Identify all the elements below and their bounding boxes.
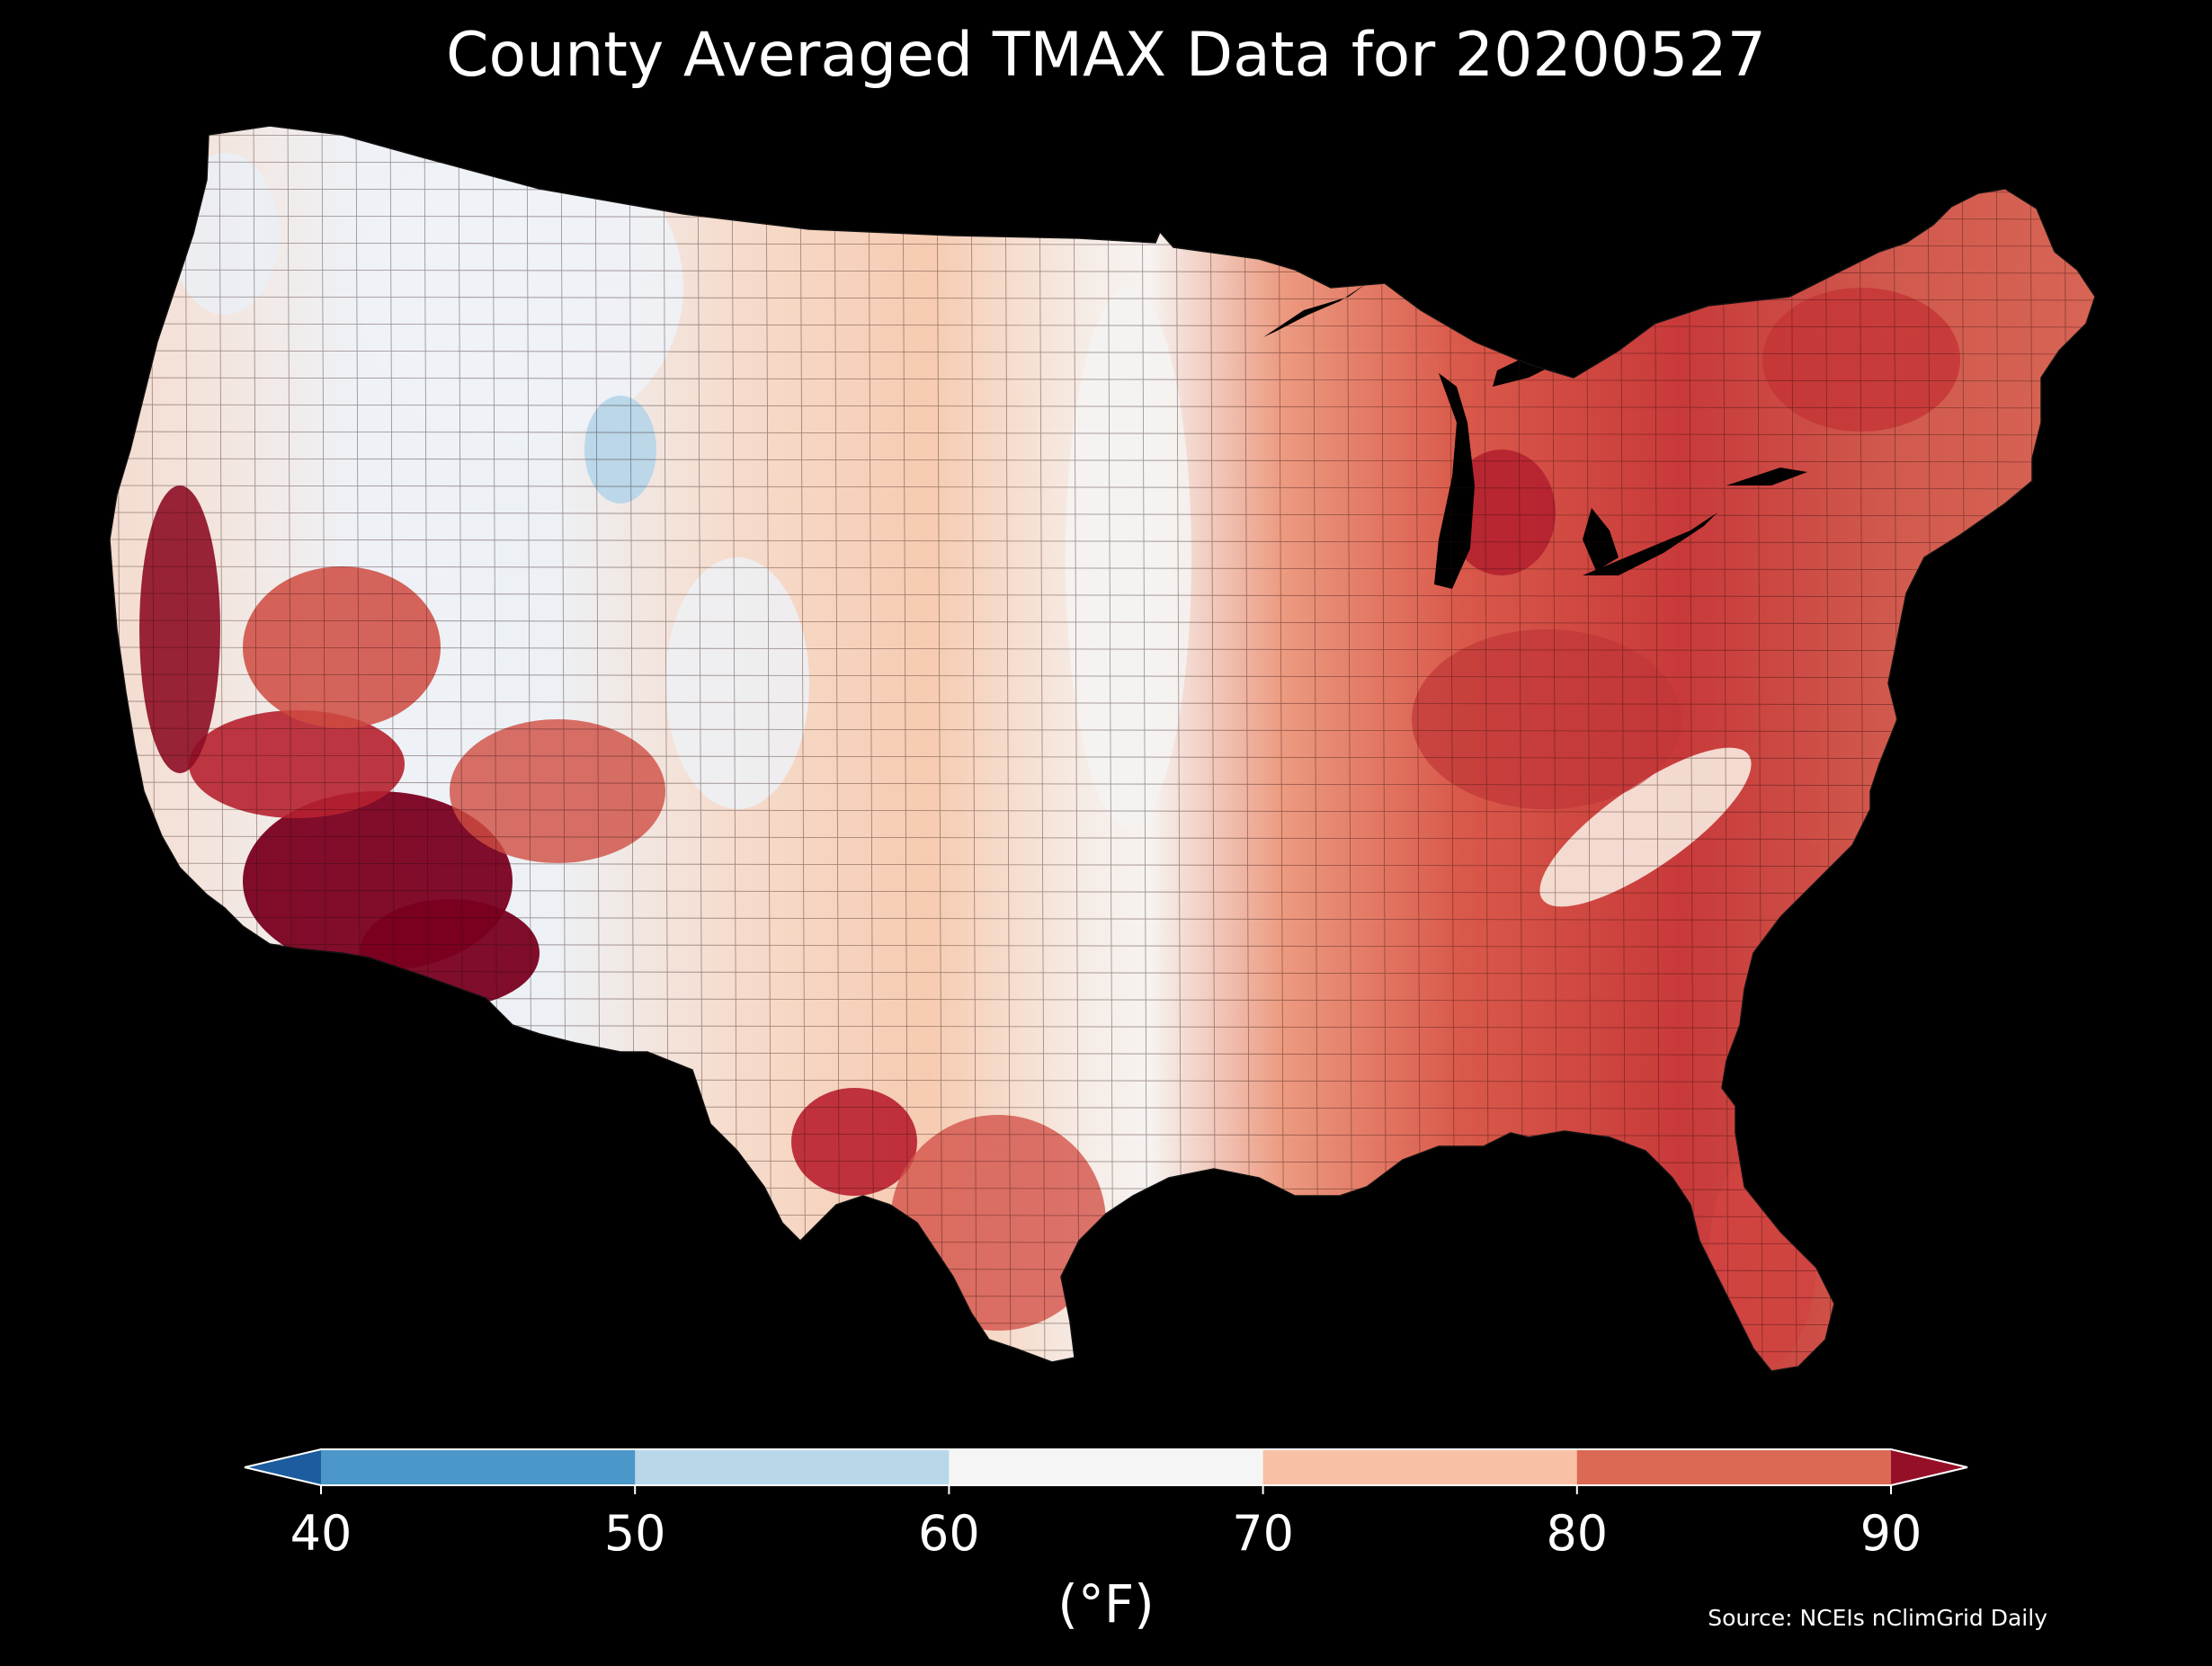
colorbar-tick-label: 50 xyxy=(604,1505,666,1562)
colorbar-bin-50-60 xyxy=(635,1449,950,1485)
map-title: County Averaged TMAX Data for 20200527 xyxy=(446,20,1766,91)
colorbar-tick-label: 40 xyxy=(290,1505,352,1562)
colorbar-extend-low xyxy=(245,1449,321,1485)
source-credit: Source: NCEIs nClimGrid Daily xyxy=(1708,1605,2047,1631)
us-outline xyxy=(109,125,2096,1372)
colorbar-units-label: (°F) xyxy=(1057,1573,1155,1635)
colorbar-bin-70-80 xyxy=(1262,1449,1578,1485)
colorbar-bin-40-50 xyxy=(321,1449,636,1485)
colorbar-tick-label: 90 xyxy=(1860,1505,1922,1562)
great-lakes xyxy=(1263,283,1807,589)
colorbar-tick-label: 80 xyxy=(1546,1505,1608,1562)
colorbar-bin-60-70 xyxy=(949,1449,1264,1485)
colorbar-tick-label: 70 xyxy=(1232,1505,1294,1562)
colorbar-bin-80-90 xyxy=(1576,1449,1892,1485)
colorbar-tick-label: 60 xyxy=(918,1505,980,1562)
colorbar-extend-high xyxy=(1891,1449,1967,1485)
